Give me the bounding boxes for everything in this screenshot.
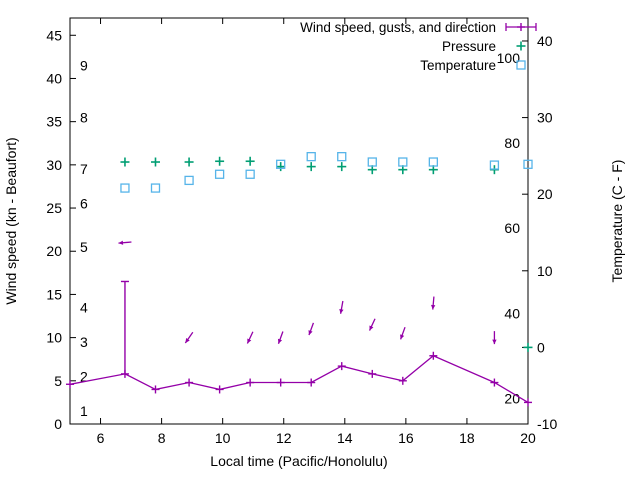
fahrenheit-label: 100	[497, 50, 521, 66]
wind-direction-arrowhead	[118, 240, 124, 245]
fahrenheit-label: 60	[504, 220, 520, 236]
legend-label-1: Pressure	[442, 39, 496, 54]
y2-tick-label: 0	[537, 339, 545, 355]
wind-direction-arrowhead	[369, 325, 374, 331]
beaufort-label: 1	[80, 403, 88, 419]
wind-direction-arrowhead	[277, 338, 283, 344]
beaufort-label: 7	[80, 161, 88, 177]
temperature-marker	[337, 152, 347, 162]
wind-direction-arrowhead	[308, 330, 313, 336]
legend-square-sample	[516, 60, 526, 70]
y-axis-ticks: 0 5 10 15 20 25 30 35 40 45	[46, 27, 76, 432]
beaufort-label: 6	[80, 196, 88, 212]
series-pressure	[120, 156, 533, 352]
beaufort-label: 3	[80, 334, 88, 350]
temperature-marker	[428, 157, 438, 167]
fahrenheit-label: 40	[504, 306, 520, 322]
temperature-marker	[489, 160, 500, 170]
y-tick-label: 0	[54, 416, 62, 432]
temperature-marker	[398, 157, 408, 167]
wind-direction-arrowhead	[339, 308, 344, 314]
x-tick-label: 12	[276, 430, 292, 446]
wind-direction-arrowhead	[247, 338, 252, 344]
y2-tick-label: -10	[537, 416, 557, 432]
temperature-marker	[214, 169, 225, 179]
temperature-marker	[150, 183, 161, 193]
y-axis-title: Wind speed (kn - Beaufort)	[3, 137, 19, 304]
wind-speed-line	[69, 355, 529, 403]
beaufort-label: 9	[80, 58, 88, 74]
wind-direction-arrowhead	[431, 304, 436, 310]
temperature-marker	[306, 152, 316, 162]
x-tick-label: 20	[520, 430, 536, 446]
x-tick-label: 10	[215, 430, 231, 446]
temperature-marker	[245, 169, 255, 179]
plot-frame	[69, 17, 529, 425]
y-tick-label: 35	[46, 114, 62, 130]
wind-direction-arrowhead	[492, 339, 497, 345]
y-tick-label: 20	[46, 243, 62, 259]
temperature-marker	[120, 183, 130, 193]
beaufort-label: 8	[80, 109, 88, 125]
temperature-marker	[523, 159, 533, 169]
series-temperature	[120, 152, 533, 193]
x-tick-label: 18	[459, 430, 475, 446]
series-wind-speed	[66, 240, 532, 407]
legend-label-2: Temperature	[420, 58, 496, 73]
fahrenheit-label: 80	[504, 135, 520, 151]
wind-direction-arrowhead	[185, 338, 190, 343]
legend-label-0: Wind speed, gusts, and direction	[300, 20, 496, 35]
x-axis-title: Local time (Pacific/Honolulu)	[210, 453, 387, 469]
y-tick-label: 45	[46, 27, 62, 43]
x-tick-label: 14	[337, 430, 353, 446]
y2-axis-title: Temperature (C - F)	[609, 160, 625, 283]
x-tick-label: 16	[398, 430, 414, 446]
y-tick-label: 25	[46, 200, 62, 216]
x-tick-label: 8	[158, 430, 166, 446]
wind-direction-arrowhead	[400, 334, 405, 340]
temperature-marker	[184, 175, 194, 186]
y2-axis-ticks: -10 0 10 20 30 40	[522, 33, 557, 432]
temperature-marker	[367, 157, 377, 167]
x-axis-ticks: 6 8 10 12 14 16 18 20	[97, 18, 536, 446]
y-tick-label: 5	[54, 373, 62, 389]
y2-tick-label: 30	[537, 110, 553, 126]
y-tick-label: 30	[46, 157, 62, 173]
chart-legend: Wind speed, gusts, and direction Pressure…	[300, 20, 537, 73]
beaufort-scale-labels: 1 2 3 4 5 6 7 8 9	[80, 58, 88, 420]
y2-tick-label: 10	[537, 263, 553, 279]
temperature-marker	[276, 159, 286, 169]
y2-tick-label: 20	[537, 186, 553, 202]
beaufort-label: 4	[80, 299, 88, 315]
y-tick-label: 10	[46, 330, 62, 346]
y-tick-label: 15	[46, 286, 62, 302]
x-tick-label: 6	[97, 430, 105, 446]
y2-tick-label: 40	[537, 33, 553, 49]
y-tick-label: 40	[46, 70, 62, 86]
beaufort-label: 5	[80, 239, 88, 255]
beaufort-label: 2	[80, 368, 88, 384]
